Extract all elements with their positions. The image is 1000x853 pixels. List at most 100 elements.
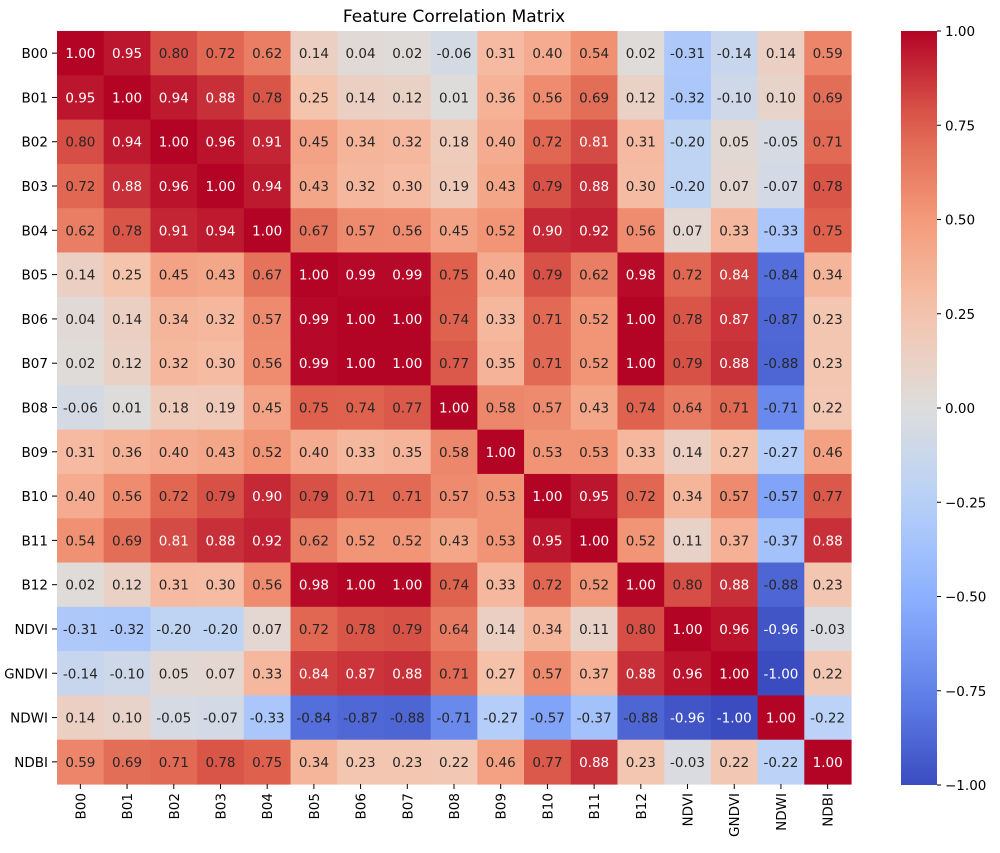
cell-annotation: 0.14 (65, 268, 95, 284)
heatmap-cell-B00-GNDVI (710, 31, 759, 76)
heatmap-cell-B11-B07 (383, 518, 432, 564)
heatmap-cell-B00-B11 (570, 31, 619, 76)
cell-annotation: -0.22 (763, 755, 798, 771)
heatmap-cell-B09-B02 (150, 429, 198, 475)
heatmap-cell-B03-B03 (197, 163, 245, 209)
cell-annotation: -1.00 (763, 666, 798, 682)
cell-annotation: 0.32 (159, 356, 189, 372)
cell-annotation: 0.56 (392, 223, 422, 239)
heatmap-cell-B09-B10 (524, 429, 572, 475)
heatmap-cell-B06-B06 (337, 296, 385, 342)
heatmap-cell-B01-GNDVI (710, 75, 759, 121)
heatmap-cell-B08-NDBI (804, 385, 852, 431)
heatmap-cell-B04-GNDVI (710, 208, 759, 254)
cell-annotation: 0.72 (626, 489, 656, 505)
heatmap-cell-B01-B07 (383, 75, 432, 121)
cell-annotation: -0.96 (670, 711, 705, 727)
heatmap-cell-B05-B03 (197, 252, 245, 298)
cell-annotation: 1.00 (532, 489, 562, 505)
heatmap-cell-B03-NDBI (804, 163, 852, 209)
heatmap-cell-B08-B10 (524, 385, 572, 431)
cell-annotation: 0.92 (579, 223, 609, 239)
heatmap-cell-B09-B11 (570, 429, 619, 475)
cell-annotation: 1.00 (719, 666, 749, 682)
heatmap-cell-NDWI-B06 (337, 695, 385, 741)
heatmap-cell-B06-NDWI (757, 296, 805, 342)
cell-annotation: 0.27 (719, 445, 749, 461)
heatmap-cell-NDBI-NDBI (804, 739, 852, 785)
heatmap-cell-B00-B03 (197, 31, 245, 76)
y-tick-label-NDVI: NDVI (15, 622, 48, 638)
heatmap-cell-NDBI-B12 (617, 739, 665, 785)
cell-annotation: 0.95 (65, 90, 95, 106)
heatmap-cell-B10-B03 (197, 473, 245, 519)
heatmap-cell-NDWI-B12 (617, 695, 665, 741)
heatmap-cell-NDWI-B02 (150, 695, 198, 741)
cell-annotation: 0.52 (252, 445, 282, 461)
cell-annotation: 0.90 (532, 223, 562, 239)
heatmap-cell-B03-B07 (383, 163, 432, 209)
cell-annotation: 0.23 (346, 755, 376, 771)
heatmap-cell-NDWI-NDBI (804, 695, 852, 741)
heatmap-cell-B00-B08 (430, 31, 478, 76)
heatmap-cell-NDBI-NDWI (757, 739, 805, 785)
heatmap-cell-B11-B11 (570, 518, 619, 564)
y-tick-label-B09: B09 (22, 445, 48, 461)
cell-annotation: 1.00 (346, 578, 376, 594)
heatmap-cell-B07-B00 (57, 341, 105, 386)
cell-annotation: 0.46 (813, 445, 843, 461)
heatmap-cell-B07-B09 (477, 341, 525, 386)
heatmap-cell-NDVI-B04 (243, 606, 292, 652)
cell-annotation: 0.69 (112, 755, 142, 771)
heatmap-cell-B05-NDBI (804, 252, 852, 298)
cell-annotation: 0.77 (813, 489, 843, 505)
heatmap-cell-B07-B05 (290, 341, 338, 386)
cell-annotation: 0.32 (346, 179, 376, 195)
heatmap-cell-B12-NDBI (804, 562, 852, 608)
cell-annotation: 0.72 (532, 135, 562, 151)
heatmap-cell-NDWI-B00 (57, 695, 105, 741)
cell-annotation: 0.99 (392, 268, 422, 284)
heatmap-cell-B01-B04 (243, 75, 292, 121)
heatmap-cell-B07-B02 (150, 341, 198, 386)
colorbar-tick-label: 0.00 (945, 401, 975, 417)
heatmap-cell-B06-B01 (103, 296, 152, 342)
cell-annotation: 0.71 (813, 135, 843, 151)
cell-annotation: 0.43 (439, 533, 469, 549)
cell-annotation: 0.36 (112, 445, 142, 461)
cell-annotation: 0.81 (579, 135, 609, 151)
cell-annotation: 1.00 (392, 356, 422, 372)
cell-annotation: 0.52 (579, 578, 609, 594)
cell-annotation: 0.52 (579, 356, 609, 372)
heatmap-cell-B05-B07 (383, 252, 432, 298)
cell-annotation: 0.75 (439, 268, 469, 284)
heatmap-cell-B12-B03 (197, 562, 245, 608)
heatmap-cell-B04-B07 (383, 208, 432, 254)
heatmap-cell-B06-B07 (383, 296, 432, 342)
heatmap-cell-B08-B11 (570, 385, 619, 431)
x-tick-label-B08: B08 (447, 793, 463, 819)
cell-annotation: -0.05 (763, 135, 798, 151)
x-tick-label-B11: B11 (587, 793, 603, 819)
cell-annotation: 0.94 (205, 223, 235, 239)
heatmap-cell-B09-B08 (430, 429, 478, 475)
heatmap-cell-B12-B09 (477, 562, 525, 608)
heatmap-cell-B02-B09 (477, 119, 525, 165)
heatmap-cell-B08-B08 (430, 385, 478, 431)
heatmap-cell-B09-NDWI (757, 429, 805, 475)
cell-annotation: -0.14 (717, 46, 752, 62)
y-tick-label-B05: B05 (22, 268, 48, 284)
heatmap-cell-B10-B11 (570, 473, 619, 519)
heatmap-cell-B06-B00 (57, 296, 105, 342)
heatmap-cell-B10-B04 (243, 473, 292, 519)
heatmap-cell-B02-B06 (337, 119, 385, 165)
cell-annotation: 0.43 (205, 268, 235, 284)
heatmap-cell-NDWI-NDVI (664, 695, 712, 741)
heatmap-cell-B12-B00 (57, 562, 105, 608)
heatmap-cell-B12-B06 (337, 562, 385, 608)
cell-annotation: 0.14 (112, 312, 142, 328)
cell-annotation: 0.02 (65, 578, 95, 594)
cell-annotation: 0.88 (719, 578, 749, 594)
cell-annotation: 1.00 (112, 90, 142, 106)
cell-annotation: 0.71 (159, 755, 189, 771)
